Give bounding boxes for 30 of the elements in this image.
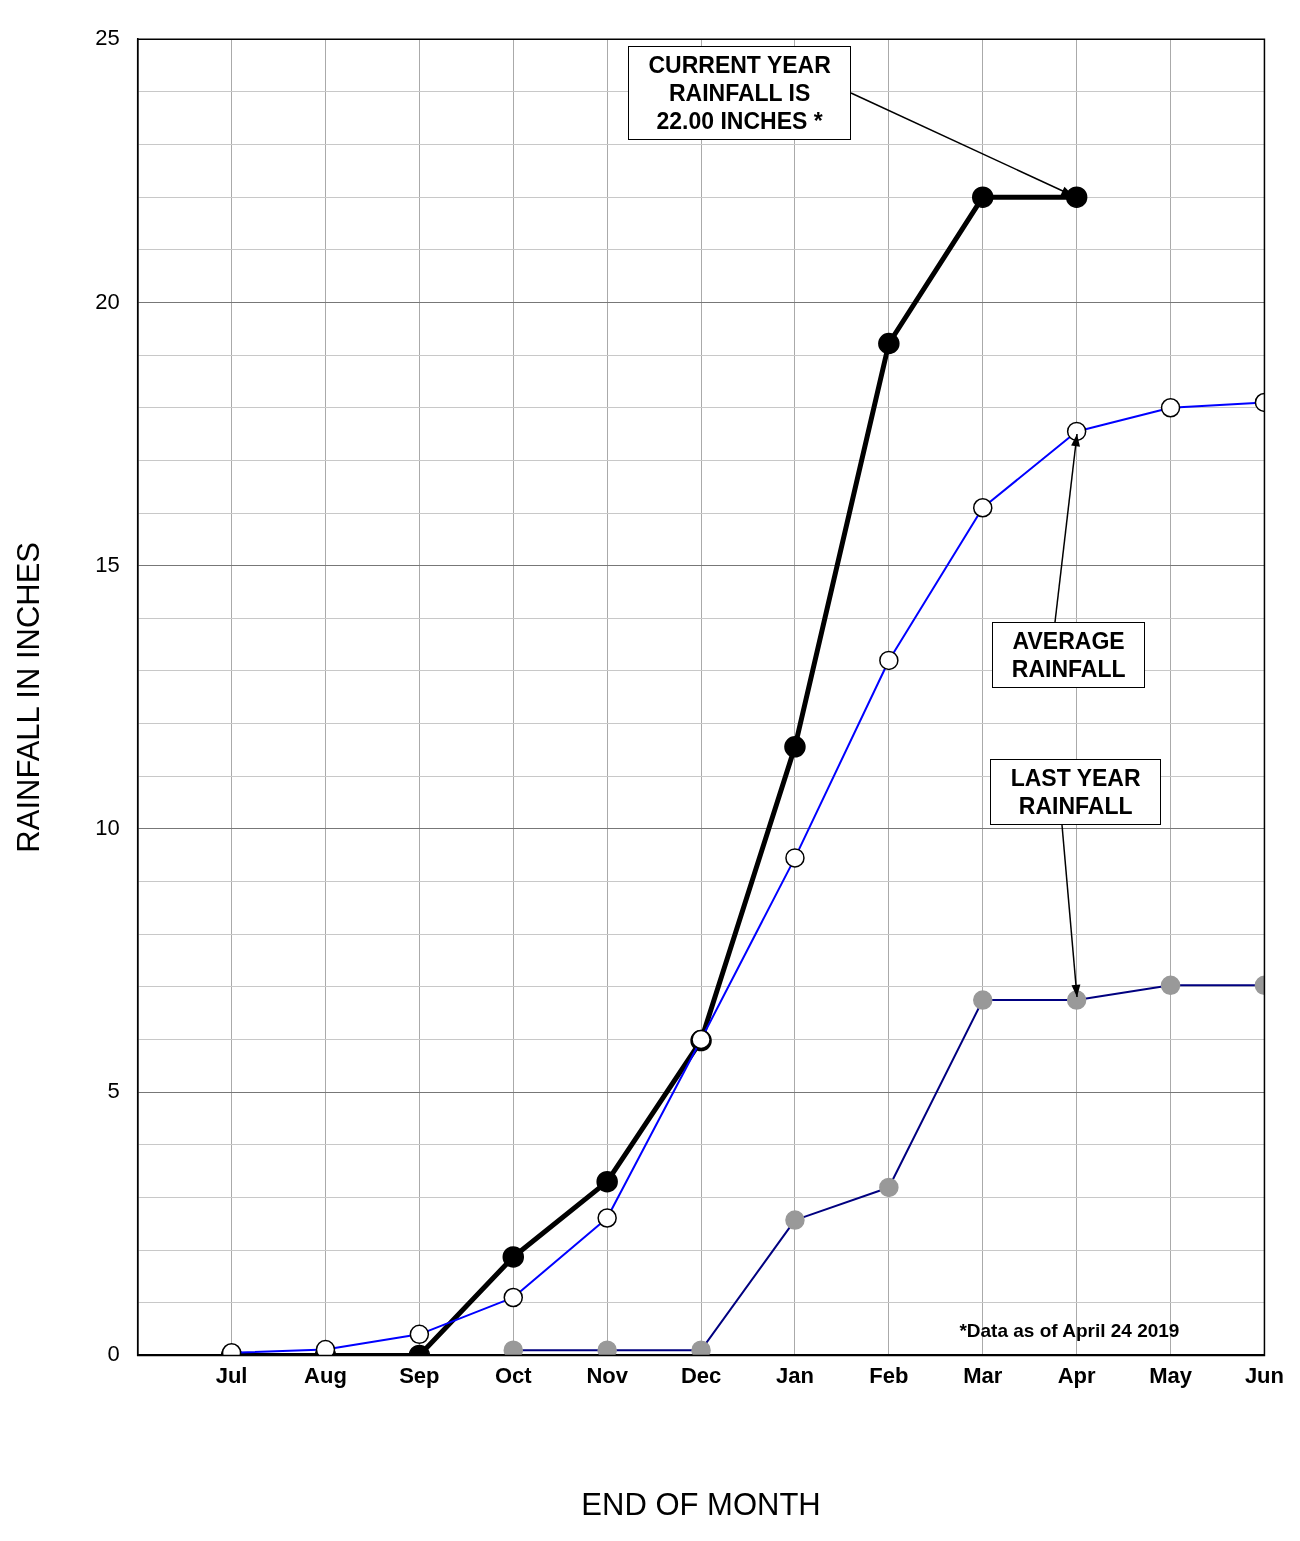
x-tick-label: Nov <box>586 1362 629 1388</box>
y-tick-label: 10 <box>95 814 120 840</box>
point <box>502 1246 525 1268</box>
x-tick-label: Oct <box>494 1362 533 1388</box>
point <box>784 736 806 758</box>
x-tick-label: Feb <box>869 1362 909 1388</box>
x-tick-label: Dec <box>680 1362 722 1388</box>
point <box>972 186 994 208</box>
annotation: *Data as of April 24 2019 <box>959 1319 1180 1341</box>
x-tick-label: Jul <box>215 1362 248 1388</box>
x-tick-label: Jan <box>775 1362 814 1388</box>
x-tick-label: Aug <box>304 1362 347 1388</box>
x-tick-label: Jun <box>1244 1362 1285 1388</box>
annotation: CURRENT YEAR RAINFALL IS 22.00 INCHES * <box>648 51 831 136</box>
x-tick-label: May <box>1149 1362 1193 1388</box>
y-tick-label: 0 <box>107 1341 120 1367</box>
point <box>596 1170 618 1193</box>
annotation: LAST YEAR RAINFALL <box>1010 764 1141 821</box>
y-tick-label: 15 <box>95 551 120 577</box>
x-tick-label: Mar <box>963 1362 1003 1388</box>
x-axis-title: END OF MONTH <box>581 1486 821 1522</box>
y-tick-label: 25 <box>95 25 120 51</box>
y-tick-label: 20 <box>95 288 120 314</box>
point <box>878 332 900 355</box>
y-tick-label: 5 <box>107 1078 120 1104</box>
x-tick-label: Sep <box>399 1362 440 1388</box>
y-axis-title: RAINFALL IN INCHES <box>11 541 47 853</box>
annotation: AVERAGE RAINFALL <box>1011 627 1126 684</box>
point <box>1065 186 1088 208</box>
x-tick-label: Apr <box>1057 1362 1097 1388</box>
